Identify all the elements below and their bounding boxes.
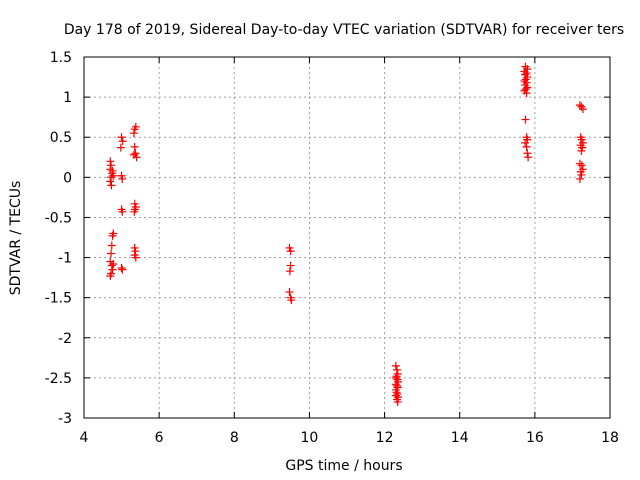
data-point xyxy=(286,261,295,270)
data-point xyxy=(118,265,127,274)
data-point xyxy=(522,69,531,78)
data-point xyxy=(117,133,126,142)
data-point xyxy=(106,157,115,166)
data-point xyxy=(107,241,116,250)
data-point xyxy=(109,171,118,180)
data-point xyxy=(578,105,587,114)
data-point xyxy=(106,272,115,281)
y-axis-title: SDTVAR / TECUs xyxy=(8,181,24,296)
data-point xyxy=(117,263,126,272)
plot-frame xyxy=(83,56,611,419)
y-tick-label: 0 xyxy=(63,170,72,186)
data-point xyxy=(523,149,532,158)
data-point xyxy=(131,149,140,158)
chart-title: Day 178 of 2019, Sidereal Day-to-day VTE… xyxy=(64,22,624,38)
data-point xyxy=(118,137,127,146)
x-tick-label: 14 xyxy=(451,430,469,446)
x-tick-label: 6 xyxy=(155,430,164,446)
data-point xyxy=(109,259,118,268)
y-tick-label: -1 xyxy=(58,251,72,267)
data-point xyxy=(130,142,139,151)
data-point xyxy=(129,150,138,159)
data-point xyxy=(106,177,115,186)
x-tick-label: 18 xyxy=(601,430,619,446)
data-point xyxy=(131,253,140,262)
data-point xyxy=(521,115,530,124)
data-point xyxy=(522,89,531,98)
data-point xyxy=(130,207,139,216)
x-axis-title: GPS time / hours xyxy=(285,458,402,474)
y-tick-label: 1 xyxy=(63,90,72,106)
axis-ticks: 4 6 8 10 12 14 16 18 -3 -2.5 -2 -1.5 -1 -0.5 0 0.5 1 1.5 xyxy=(45,50,619,446)
data-point xyxy=(522,142,531,151)
y-tick-label: -2.5 xyxy=(45,371,72,387)
x-tick-label: 12 xyxy=(376,430,394,446)
data-point xyxy=(107,249,116,258)
data-point xyxy=(129,129,138,138)
data-point xyxy=(116,143,125,152)
data-point xyxy=(285,288,294,297)
y-tick-label: -3 xyxy=(58,411,72,427)
grid xyxy=(84,57,610,418)
x-tick-label: 8 xyxy=(230,430,239,446)
y-tick-label: -0.5 xyxy=(45,210,72,226)
data-point xyxy=(131,122,140,131)
data-markers xyxy=(106,62,587,406)
data-point xyxy=(521,138,530,147)
data-point xyxy=(577,146,586,155)
data-point xyxy=(108,231,117,240)
data-point xyxy=(391,361,400,370)
y-tick-label: -2 xyxy=(58,331,72,347)
data-point xyxy=(107,181,116,190)
x-tick-label: 16 xyxy=(526,430,544,446)
data-point xyxy=(118,174,127,183)
data-point xyxy=(577,170,586,179)
x-tick-label: 10 xyxy=(301,430,319,446)
data-point xyxy=(524,153,533,162)
data-point xyxy=(107,161,116,170)
data-point xyxy=(118,207,127,216)
data-point xyxy=(285,267,294,276)
data-point xyxy=(287,296,296,305)
data-point xyxy=(286,247,295,256)
data-point xyxy=(575,101,584,110)
data-point xyxy=(577,161,586,170)
y-tick-label: 0.5 xyxy=(50,130,72,146)
data-point xyxy=(108,265,117,274)
data-point xyxy=(393,397,402,406)
data-point xyxy=(107,261,116,270)
x-tick-label: 4 xyxy=(80,430,89,446)
y-tick-label: -1.5 xyxy=(45,291,72,307)
y-tick-label: 1.5 xyxy=(50,50,72,66)
data-point xyxy=(521,85,530,94)
data-point xyxy=(108,166,117,175)
data-point xyxy=(575,174,584,183)
data-point xyxy=(575,159,584,168)
